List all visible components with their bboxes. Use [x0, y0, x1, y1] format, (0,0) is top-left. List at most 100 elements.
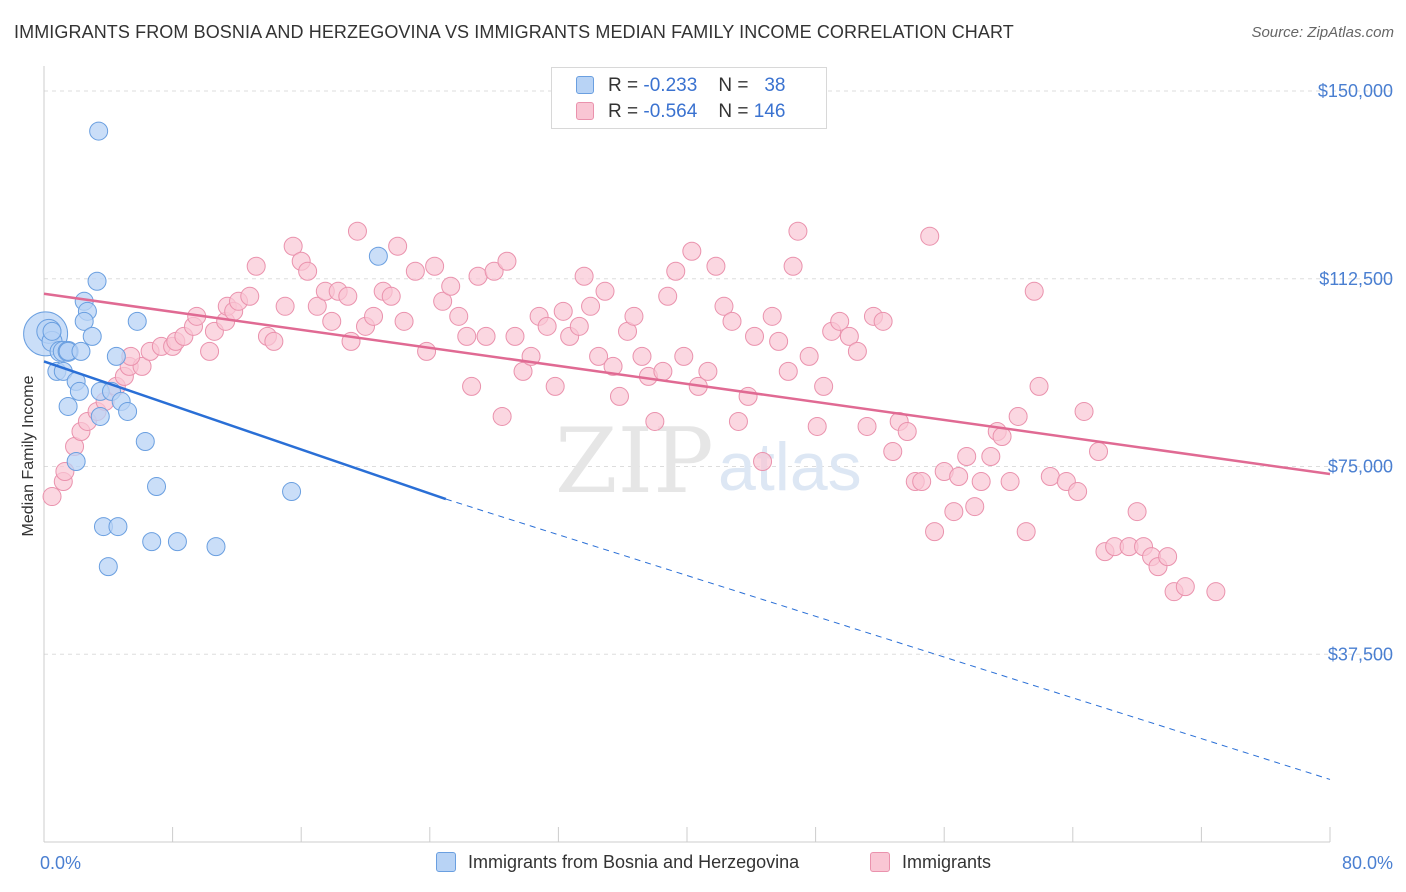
- bosnia-point: [368, 246, 388, 266]
- bosnia-point: [118, 401, 138, 421]
- immigrants-point: [753, 452, 773, 472]
- bosnia-point: [142, 532, 162, 552]
- immigrants-point: [545, 376, 565, 396]
- x-tick-labels: 0.0% 80.0%: [40, 853, 1393, 873]
- immigrants-point: [1016, 522, 1036, 542]
- immigrants-point: [405, 261, 425, 281]
- immigrants-point: [783, 256, 803, 276]
- immigrants-point: [957, 447, 977, 467]
- bosnia-point: [282, 482, 302, 502]
- bosnia-point: [58, 396, 78, 416]
- immigrants-point: [589, 346, 609, 366]
- immigrants-point: [1089, 441, 1109, 461]
- immigrants-point: [912, 472, 932, 492]
- immigrants-point: [883, 441, 903, 461]
- immigrants-point: [338, 286, 358, 306]
- immigrants-point: [394, 311, 414, 331]
- immigrants-point: [1068, 482, 1088, 502]
- x-tick-label: 0.0%: [40, 853, 81, 873]
- immigrants-trend-line: [43, 292, 1331, 476]
- immigrants-point: [1127, 502, 1147, 522]
- watermark-atlas: atlas: [718, 429, 862, 505]
- y-axis-label: Median Family Income: [20, 375, 37, 536]
- immigrants-point: [857, 416, 877, 436]
- immigrants-point: [275, 296, 295, 316]
- y-tick-label: $112,500: [1319, 269, 1393, 289]
- stats-row-bosnia: R = -0.233 N = 38: [576, 75, 785, 101]
- bosnia-point: [108, 517, 128, 537]
- bosnia-point: [147, 477, 167, 497]
- bosnia-trend-line: [43, 360, 447, 501]
- immigrants-point: [307, 296, 327, 316]
- immigrants-point: [1000, 472, 1020, 492]
- r-label: R =: [608, 101, 639, 122]
- immigrants-point: [322, 311, 342, 331]
- immigrants-point: [658, 286, 678, 306]
- immigrants-point: [728, 411, 748, 431]
- r-value: -0.233: [643, 75, 698, 96]
- y-tick-label: $75,000: [1328, 457, 1393, 477]
- immigrants-point: [595, 281, 615, 301]
- immigrants-point: [722, 311, 742, 331]
- immigrants-point: [505, 326, 525, 346]
- immigrants-point: [484, 261, 504, 281]
- immigrants-point: [246, 256, 266, 276]
- immigrants-point: [364, 306, 384, 326]
- stats-legend: R = -0.233 N = 38 R = -0.564 N = 146: [551, 67, 827, 129]
- trend-lines: [43, 292, 1331, 780]
- immigrants-point: [417, 341, 437, 361]
- bosnia-point: [135, 431, 155, 451]
- immigrants-point: [706, 256, 726, 276]
- bosnia-point: [98, 557, 118, 577]
- immigrants-legend-swatch: [870, 852, 890, 872]
- immigrants-point: [581, 296, 601, 316]
- immigrants-point: [674, 346, 694, 366]
- y-tick-label: $37,500: [1328, 644, 1393, 664]
- immigrants-point: [830, 311, 850, 331]
- immigrants-point: [1206, 582, 1226, 602]
- bosnia-point: [42, 321, 62, 341]
- immigrants-point: [965, 497, 985, 517]
- immigrants-point: [537, 316, 557, 336]
- immigrants-point: [762, 306, 782, 326]
- immigrants-point: [441, 276, 461, 296]
- immigrants-point: [814, 376, 834, 396]
- immigrants-point: [839, 326, 859, 346]
- immigrants-point: [778, 361, 798, 381]
- immigrants-point: [738, 386, 758, 406]
- bosnia-point: [127, 311, 147, 331]
- immigrants-point: [425, 256, 445, 276]
- immigrants-point: [698, 361, 718, 381]
- immigrants-point: [569, 316, 589, 336]
- immigrants-point: [553, 301, 573, 321]
- immigrants-point: [381, 286, 401, 306]
- immigrants-point: [925, 522, 945, 542]
- immigrants-point: [1158, 547, 1178, 567]
- immigrants-point: [264, 331, 284, 351]
- immigrants-point: [847, 341, 867, 361]
- immigrants-point: [240, 286, 260, 306]
- legend-label-immigrants: Immigrants: [902, 852, 992, 872]
- immigrants-point: [283, 236, 303, 256]
- y-tick-label: $150,000: [1318, 81, 1393, 101]
- bosnia-points: [23, 121, 388, 577]
- immigrants-point: [799, 346, 819, 366]
- n-label: N =: [718, 75, 749, 96]
- r-value: -0.564: [643, 101, 698, 122]
- x-tick-label: 80.0%: [1342, 853, 1393, 873]
- watermark-zip: ZIP: [555, 409, 714, 514]
- immigrants-point: [497, 251, 517, 271]
- immigrants-point: [492, 406, 512, 426]
- immigrants-point: [574, 266, 594, 286]
- bosnia-point: [106, 346, 126, 366]
- immigrants-point: [1175, 577, 1195, 597]
- immigrants-point: [462, 376, 482, 396]
- bosnia-point: [69, 381, 89, 401]
- immigrants-point: [457, 326, 477, 346]
- immigrants-point: [1040, 467, 1060, 487]
- legend-item-immigrants: Immigrants: [870, 852, 991, 873]
- immigrants-point: [645, 411, 665, 431]
- n-value: 38: [764, 75, 786, 96]
- immigrants-point: [944, 502, 964, 522]
- bosnia-point: [90, 406, 110, 426]
